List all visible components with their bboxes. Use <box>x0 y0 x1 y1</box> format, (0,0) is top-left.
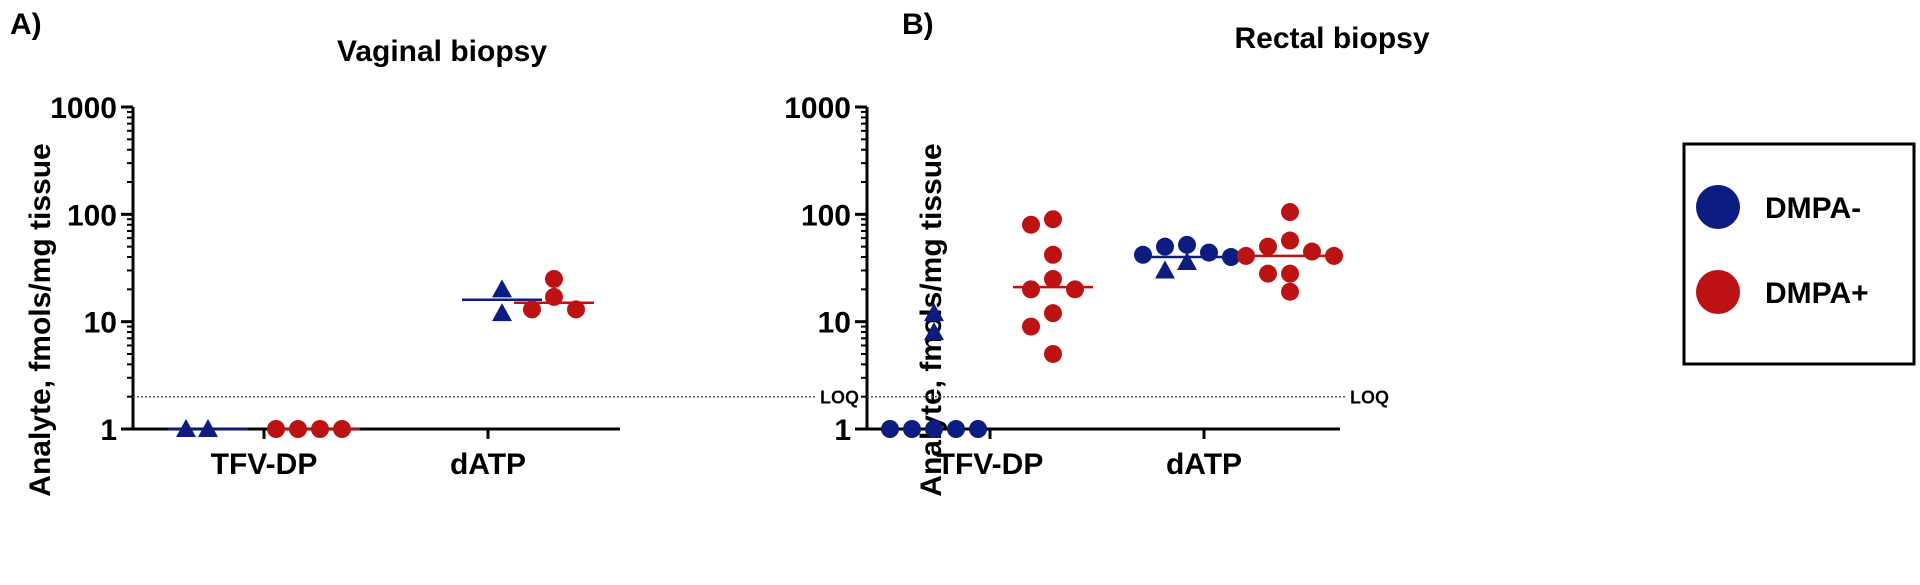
chart-title: Vaginal biopsy <box>337 35 547 68</box>
data-point-circle <box>1325 246 1343 265</box>
data-point-circle <box>1156 237 1174 256</box>
y-tick-label: 100 <box>67 199 117 232</box>
panel-letter: A) <box>10 8 42 41</box>
x-tick-label: dATP <box>450 448 526 481</box>
x-axis-ticks: TFV-DP dATP <box>937 429 1242 481</box>
data-point-triangle <box>198 419 218 437</box>
data-point-circle <box>969 420 987 438</box>
loq-label: LOQ <box>820 388 859 408</box>
data-point-circle <box>1178 235 1196 254</box>
data-point-circle <box>1281 203 1299 222</box>
data-point-circle <box>1022 317 1040 336</box>
data-point-circle <box>1044 304 1062 323</box>
x-tick-label: TFV-DP <box>211 448 318 481</box>
data-point-circle <box>1044 245 1062 264</box>
data-point-circle <box>1259 237 1277 256</box>
data-point-circle <box>1281 231 1299 250</box>
y-tick-label: 1000 <box>784 92 851 125</box>
data-point-circle <box>925 420 943 438</box>
legend-marker-dmpa-plus <box>1696 270 1740 314</box>
data-point-circle <box>333 420 351 438</box>
data-point-triangle <box>1155 260 1175 279</box>
data-point-circle <box>267 420 285 438</box>
data-point-triangle <box>176 419 196 437</box>
data-point-triangle <box>924 322 944 341</box>
data-point-triangle <box>1177 251 1197 270</box>
data-point-circle <box>545 287 563 306</box>
data-point-circle <box>1066 280 1084 299</box>
data-point-circle <box>1022 215 1040 234</box>
data-point-circle <box>903 420 921 438</box>
data-point-triangle <box>492 279 512 298</box>
y-tick-label: 10 <box>84 307 117 340</box>
data-point-circle <box>947 420 965 438</box>
panel-vaginal-biopsy: A) Vaginal biopsy Analyte, fmols/mg tiss… <box>10 8 859 497</box>
data-marks <box>881 203 1343 438</box>
data-point-circle <box>1200 243 1218 262</box>
y-tick-label: 100 <box>801 199 851 232</box>
y-tick-label: 1 <box>834 414 851 447</box>
data-point-triangle <box>492 303 512 322</box>
data-point-circle <box>1259 264 1277 283</box>
data-point-circle <box>1281 282 1299 301</box>
data-point-circle <box>881 420 899 438</box>
legend-label-dmpa-minus: DMPA- <box>1765 192 1861 225</box>
panel-rectal-biopsy: B) Rectal biopsy Analyte, fmols/mg tissu… <box>784 8 1430 497</box>
y-axis-ticks: 1 10 100 1000 <box>50 92 133 447</box>
data-point-circle <box>1303 242 1321 261</box>
x-axis-ticks: TFV-DP dATP <box>211 429 526 481</box>
y-tick-label: 10 <box>818 307 851 340</box>
data-point-circle <box>1222 248 1240 267</box>
legend-label-dmpa-plus: DMPA+ <box>1765 277 1869 310</box>
legend-marker-dmpa-minus <box>1696 185 1740 229</box>
data-point-circle <box>311 420 329 438</box>
data-point-circle <box>1044 210 1062 229</box>
data-point-circle <box>1044 344 1062 363</box>
panel-letter: B) <box>902 8 934 41</box>
y-axis-label: Analyte, fmols/mg tissue <box>24 143 57 496</box>
x-tick-label: dATP <box>1166 448 1242 481</box>
data-point-circle <box>523 300 541 319</box>
data-point-circle <box>1044 269 1062 288</box>
data-point-circle <box>1281 264 1299 283</box>
data-point-circle <box>1237 246 1255 265</box>
data-point-circle <box>545 269 563 288</box>
y-tick-label: 1000 <box>50 92 117 125</box>
data-point-circle <box>1134 245 1152 264</box>
legend-box <box>1682 142 1916 366</box>
data-point-triangle <box>924 303 944 322</box>
data-point-circle <box>289 420 307 438</box>
x-tick-label: TFV-DP <box>937 448 1044 481</box>
data-marks <box>168 269 594 438</box>
chart-title: Rectal biopsy <box>1234 22 1429 55</box>
y-tick-label: 1 <box>100 414 117 447</box>
legend: DMPA- DMPA+ <box>1682 142 1916 366</box>
data-point-circle <box>567 300 585 319</box>
data-point-circle <box>1022 280 1040 299</box>
loq-label: LOQ <box>1350 388 1389 408</box>
